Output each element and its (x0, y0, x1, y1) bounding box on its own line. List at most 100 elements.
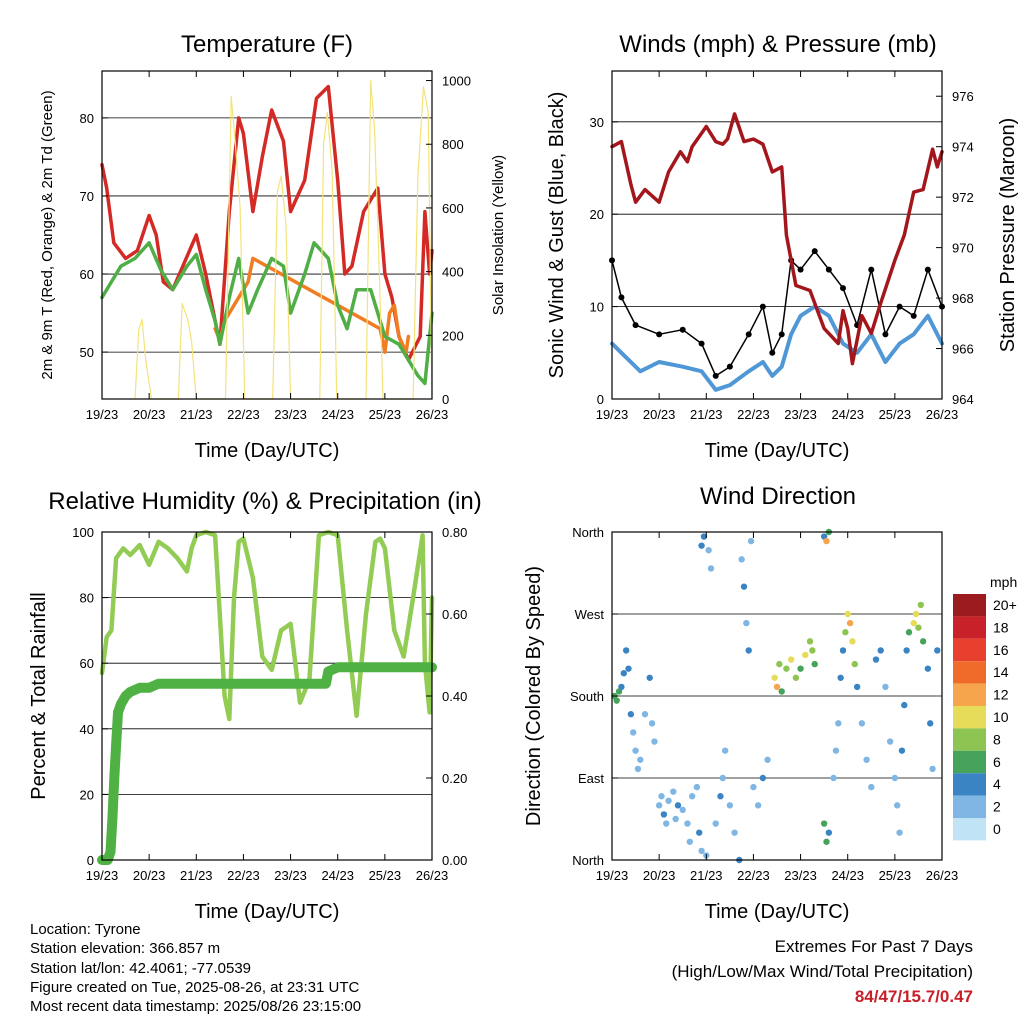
humidity-series (97, 529, 437, 865)
wind-direction-xtick-label: 24/23 (831, 868, 864, 883)
colorbar-label: 14 (993, 664, 1009, 680)
winds-gust-point (618, 294, 625, 301)
colorbar-label: 20+ (993, 597, 1017, 613)
humidity-xtick-label: 23/23 (274, 868, 307, 883)
wind-direction-point (759, 774, 767, 782)
wind-direction-point (705, 547, 712, 554)
colorbar-label: 10 (993, 709, 1009, 725)
winds-ytick-label: 10 (590, 300, 604, 315)
wind-direction-point (634, 765, 642, 773)
humidity-xtick-label: 24/23 (321, 868, 354, 883)
colorbar-label: 2 (993, 799, 1001, 815)
winds-gust-point (769, 349, 776, 356)
humidity-gridlines (102, 531, 432, 861)
temperature-xtick-label: 24/23 (321, 407, 354, 422)
humidity-y2tick-label: 0.80 (442, 525, 467, 540)
temperature-y2tick-label: 800 (442, 137, 464, 152)
temperature-xtick-label: 23/23 (274, 407, 307, 422)
temperature-y2tick-label: 0 (442, 392, 449, 407)
wind-direction-point (731, 829, 738, 836)
humidity-ytick-label: 0 (87, 853, 94, 868)
wind-direction-point (764, 756, 771, 763)
temperature-title: Temperature (F) (181, 31, 353, 58)
wind-direction-point (707, 565, 715, 572)
winds-panel: Winds (mph) & Pressure (mb) 0 10 20 30 964 96… (546, 31, 1019, 462)
humidity-relative-humidity-line (99, 529, 435, 722)
temperature-series (100, 79, 434, 400)
wind-direction-xtick-label: 21/23 (690, 868, 723, 883)
wind-direction-point (745, 647, 752, 654)
wind-direction-point (688, 793, 696, 800)
wind-direction-panel: Wind Direction NorthEastSouthWestNorth19… (523, 483, 1017, 923)
temperature-xtick-label: 20/23 (133, 407, 166, 422)
wind-direction-point (915, 624, 922, 631)
wind-direction-ytick-label: South (570, 689, 604, 704)
wind-direction-xtick-label: 22/23 (737, 868, 770, 883)
wind-direction-point (830, 774, 837, 782)
humidity-y2tick-label: 0.20 (442, 771, 467, 786)
winds-y2tick-label: 964 (952, 392, 974, 407)
colorbar-label: 18 (993, 619, 1009, 635)
humidity-ytick-label: 80 (80, 591, 94, 606)
wind-direction-point (823, 838, 830, 845)
wind-direction-point (872, 656, 880, 663)
colorbar-swatch (953, 616, 986, 639)
temperature-panel: Temperature (F) 506070800200400600800100… (39, 31, 507, 462)
wind-direction-gridlines (612, 531, 942, 861)
wind-direction-point (894, 802, 901, 809)
wind-direction-point (886, 738, 894, 745)
wind-direction-point (896, 829, 903, 836)
wind-direction-point (910, 619, 917, 627)
wind-direction-point (835, 720, 842, 727)
humidity-xtick-label: 21/23 (180, 868, 213, 883)
wind-direction-point (820, 820, 828, 827)
winds-xtick-label: 24/23 (831, 407, 864, 422)
winds-xtick-label: 26/23 (926, 407, 959, 422)
humidity-xtick-label: 25/23 (369, 868, 402, 883)
wind-direction-point (787, 656, 795, 663)
recent-timestamp: Most recent data timestamp: 2025/08/26 2… (30, 998, 362, 1016)
humidity-title: Relative Humidity (%) & Precipitation (i… (48, 488, 481, 515)
winds-gust-point (868, 266, 875, 273)
temperature-xtick-label: 26/23 (416, 407, 449, 422)
colorbar-label: 12 (993, 687, 1009, 703)
winds-ylabel: Sonic Wind & Gust (Blue, Black) (546, 92, 568, 379)
humidity-xtick-label: 20/23 (133, 868, 166, 883)
wind-direction-point (776, 660, 783, 668)
wind-direction-point (846, 619, 854, 627)
winds-gust-line (611, 250, 943, 377)
winds-y2tick-label: 974 (952, 140, 974, 155)
wind-direction-ytick-label: West (575, 607, 605, 622)
colorbar-swatch (953, 661, 986, 684)
wind-direction-point (851, 660, 858, 668)
wind-direction-point (651, 738, 658, 745)
wind-direction-point (823, 537, 830, 545)
wind-direction-point (663, 820, 670, 827)
winds-gust-point (778, 331, 785, 338)
colorbar-swatch (953, 795, 986, 818)
winds-gust-point (840, 285, 846, 292)
wind-direction-point (901, 701, 908, 709)
temperature-2m-t-line (100, 84, 434, 362)
wind-direction-point (912, 610, 920, 618)
temperature-ytick-label: 50 (80, 345, 94, 360)
wind-direction-point (627, 711, 635, 718)
wind-direction-point (811, 660, 818, 668)
wind-direction-point (672, 815, 679, 823)
winds-y2tick-label: 968 (952, 291, 974, 306)
wind-direction-point (698, 542, 705, 549)
humidity-ytick-label: 100 (72, 525, 94, 540)
colorbar-swatch (953, 728, 986, 751)
wind-direction-point (771, 674, 778, 681)
wind-direction-point (927, 720, 934, 727)
wind-direction-xtick-label: 26/23 (926, 868, 959, 883)
winds-gust-point (726, 363, 733, 370)
wind-direction-point (853, 683, 861, 691)
winds-ytick-label: 20 (590, 207, 604, 222)
wind-direction-point (660, 811, 668, 818)
humidity-y2tick-label: 0.40 (442, 689, 467, 704)
humidity-xlabel: Time (Day/UTC) (195, 901, 340, 923)
winds-ticks: 0 10 20 30 964 966 968 970 972 974 976 19/23 20/23 21… (590, 71, 974, 422)
